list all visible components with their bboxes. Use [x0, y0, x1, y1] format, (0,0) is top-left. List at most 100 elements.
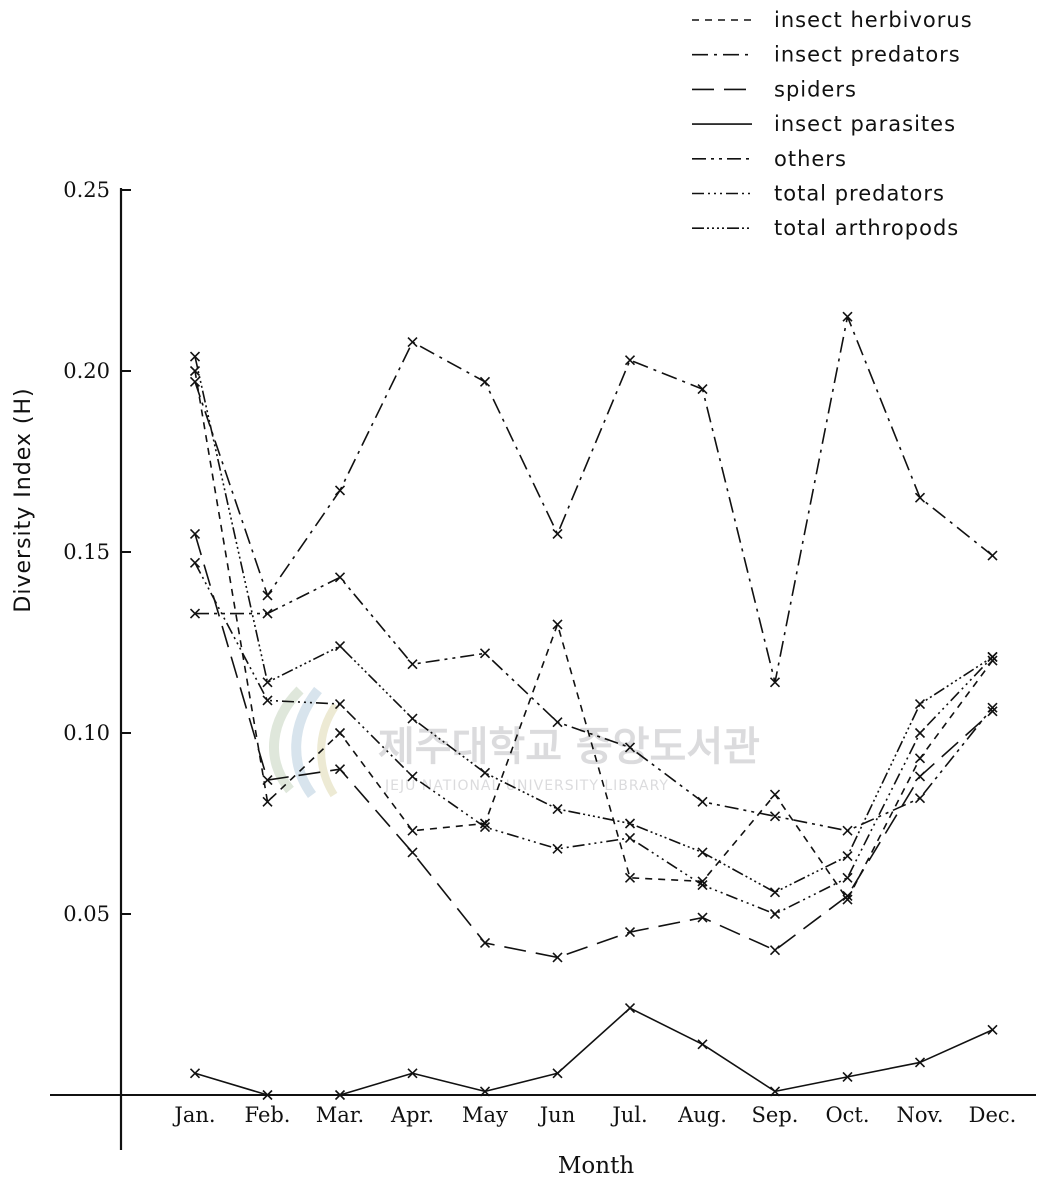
x-tick-label: Jun: [538, 1103, 575, 1127]
data-point: [189, 351, 201, 362]
data-point: [697, 876, 708, 887]
data-point: [697, 1039, 708, 1050]
data-point: [552, 717, 563, 728]
data-point: [407, 336, 418, 348]
data-point: [407, 713, 418, 724]
series-line: [194, 370, 994, 901]
data-point: [407, 1068, 418, 1079]
legend-item: total arthropods: [692, 216, 959, 240]
library-logo-icon: [269, 686, 340, 798]
data-point: [479, 376, 491, 387]
legend-label: total arthropods: [774, 216, 959, 240]
legend-label: others: [774, 147, 847, 171]
data-point: [769, 945, 781, 956]
data-point: [914, 771, 926, 782]
y-tick-label: 0.15: [63, 540, 110, 564]
data-point: [842, 311, 853, 322]
data-point: [189, 1068, 201, 1079]
data-point: [769, 1086, 781, 1097]
y-tick-label: 0.05: [63, 902, 110, 926]
data-point: [407, 825, 418, 836]
x-tick-label: Jan.: [172, 1103, 215, 1127]
series-line: [194, 1007, 993, 1096]
data-point: [262, 774, 273, 786]
data-point: [407, 771, 418, 782]
data-point: [914, 753, 926, 764]
series-insect-parasites: [189, 1003, 998, 1101]
series-insect-herbivorus: [189, 365, 998, 905]
data-point: [769, 908, 781, 920]
data-point: [479, 1086, 491, 1097]
y-tick-label: 0.25: [63, 178, 110, 202]
data-point: [624, 355, 636, 366]
data-point: [769, 811, 781, 822]
series-total-arthropods: [189, 351, 998, 898]
data-point: [624, 818, 636, 829]
data-point: [914, 727, 926, 739]
legend-item: others: [692, 147, 847, 171]
legend-label: spiders: [774, 77, 857, 101]
legend-item: insect herbivorus: [692, 8, 973, 32]
series-line: [194, 562, 994, 915]
data-point: [262, 677, 273, 688]
legend-item: insect parasites: [692, 112, 955, 136]
watermark-title: 제주대학교 중앙도서관: [378, 724, 760, 770]
data-point: [697, 384, 708, 395]
y-ticks: 0.05 0.10 0.15 0.20 0.25: [63, 178, 131, 926]
data-point: [479, 767, 491, 778]
series-line: [195, 576, 994, 832]
data-point: [552, 803, 563, 815]
x-tick-label: Oct.: [825, 1103, 869, 1127]
y-tick-label: 0.20: [63, 359, 110, 383]
data-point: [914, 698, 926, 710]
x-ticks: Jan. Feb. Mar. Apr. May Jun Jul. Aug. Sep. Oct. No…: [172, 1103, 1016, 1127]
data-point: [842, 894, 853, 905]
data-point: [697, 879, 708, 891]
data-point: [987, 651, 998, 663]
data-point: [624, 1003, 636, 1014]
data-point: [334, 485, 346, 496]
data-point: [769, 789, 781, 800]
data-point: [914, 1057, 926, 1068]
x-tick-label: Dec.: [969, 1103, 1017, 1127]
data-point: [624, 872, 636, 883]
library-watermark: 제주대학교 중앙도서관 JEJU NATIONAL UNIVERSITY LIB…: [269, 686, 760, 798]
data-point: [479, 822, 491, 833]
legend: insect herbivorus insect predators spiders…: [692, 8, 973, 240]
data-point: [262, 1089, 273, 1101]
data-point: [914, 492, 926, 503]
x-tick-label: Nov.: [896, 1103, 943, 1127]
data-point: [842, 1071, 853, 1082]
data-point: [479, 648, 491, 659]
axes: 0.05 0.10 0.15 0.20 0.25 Jan. Feb. Mar. Apr. May…: [50, 178, 1036, 1150]
data-point: [189, 557, 201, 568]
data-point: [769, 677, 781, 688]
data-point: [334, 727, 346, 739]
data-point: [262, 608, 273, 619]
data-point: [624, 927, 636, 938]
data-point: [262, 796, 273, 807]
data-point: [552, 843, 563, 854]
data-point: [334, 572, 346, 583]
data-point: [334, 698, 346, 710]
series-layer: [189, 311, 998, 1101]
x-tick-label: Mar.: [316, 1103, 364, 1127]
x-tick-label: Feb.: [245, 1103, 291, 1127]
series-line: [194, 315, 993, 684]
legend-label: total predators: [774, 182, 945, 206]
legend-item: insect predators: [692, 43, 960, 67]
data-point: [987, 550, 998, 561]
data-point: [697, 847, 708, 858]
data-point: [987, 1024, 998, 1035]
data-point: [697, 796, 708, 807]
watermark-subtitle: JEJU NATIONAL UNIVERSITY LIBRARY: [384, 778, 669, 794]
data-point: [987, 655, 998, 666]
legend-label: insect herbivorus: [774, 8, 973, 32]
x-tick-label: Sep.: [752, 1103, 799, 1127]
data-point: [479, 937, 491, 949]
y-axis-title: Diversity Index (H): [11, 387, 36, 612]
legend-item: spiders: [692, 77, 857, 101]
data-point: [624, 832, 636, 844]
data-point: [334, 641, 346, 652]
data-point: [407, 847, 418, 858]
